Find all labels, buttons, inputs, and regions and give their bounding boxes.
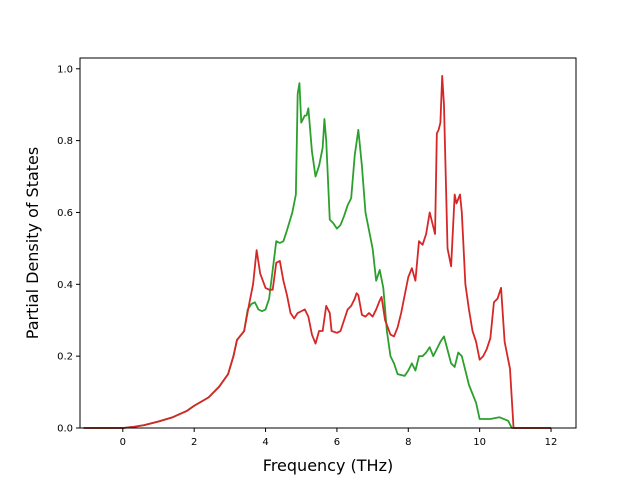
y-tick-label: 0.8	[57, 136, 73, 147]
x-tick-label: 6	[334, 437, 340, 448]
y-tick-label: 0.4	[57, 280, 73, 291]
x-tick-label: 0	[120, 437, 126, 448]
y-axis-ticks: 0.0 0.2 0.4 0.6 0.8 1.0	[57, 64, 80, 435]
y-tick-label: 1.0	[57, 64, 73, 75]
series-line-2	[83, 75, 552, 429]
y-axis-label: Partial Density of States	[23, 147, 42, 339]
x-axis-ticks: 0 2 4 6 8 10 12	[120, 428, 558, 448]
y-tick-label: 0.2	[57, 352, 73, 363]
plot-area-frame	[79, 57, 577, 429]
x-tick-label: 10	[473, 437, 486, 448]
x-tick-label: 12	[545, 437, 558, 448]
y-tick-label: 0.0	[57, 424, 73, 435]
x-tick-label: 8	[405, 437, 411, 448]
x-tick-label: 4	[262, 437, 268, 448]
x-axis-label: Frequency (THz)	[263, 456, 393, 475]
y-tick-label: 0.6	[57, 208, 73, 219]
series-layer	[83, 75, 552, 429]
x-tick-label: 2	[191, 437, 197, 448]
